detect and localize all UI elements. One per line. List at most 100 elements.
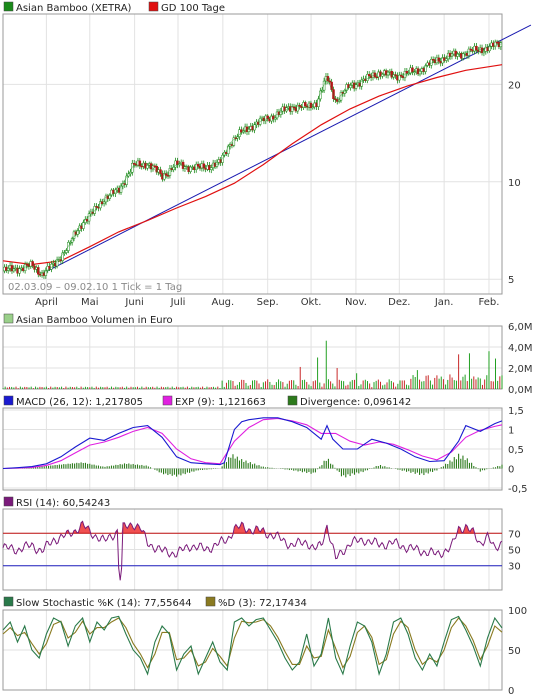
candle-body	[430, 59, 433, 66]
stoch-k-line	[2, 615, 503, 676]
volume-y-tick-label-0: 0,0M	[508, 385, 533, 396]
candle-body	[210, 167, 213, 170]
rsi-y-tick-label-1: 50	[508, 546, 521, 557]
exp-legend-swatch	[162, 395, 173, 406]
price-frame	[2, 13, 503, 295]
candle-body	[445, 58, 448, 61]
candle-body	[163, 173, 166, 180]
candle-body	[102, 201, 106, 204]
stoch-d-legend-swatch	[205, 596, 216, 607]
stochastic-y-tick-label-2: 100	[508, 606, 527, 617]
candle-body	[6, 268, 10, 271]
stochastic-frame	[2, 609, 503, 691]
price-panel: 5 10 20 April Mai Juni Juli Aug. Sep. Okt. Nov. Dez…	[2, 13, 532, 308]
candle-body	[367, 74, 371, 77]
candle-body	[238, 129, 241, 137]
candle-body	[65, 250, 68, 253]
x-tick-label-8: Dez.	[388, 297, 410, 308]
candle-body	[247, 129, 251, 132]
x-tick-label-4: Aug.	[211, 297, 234, 308]
candle-body	[461, 53, 465, 59]
candle-body	[424, 65, 427, 72]
rsi-y-tick-label-2: 70	[508, 529, 521, 540]
price-y-tick-label-2: 20	[508, 80, 521, 91]
x-tick-label-1: Mai	[81, 297, 99, 308]
candle-body	[375, 76, 378, 79]
macd-y-tick-label-0: -0,5	[508, 484, 528, 495]
candle-body	[480, 47, 484, 54]
x-tick-label-3: Juli	[170, 297, 186, 308]
candle-body	[482, 51, 486, 54]
candle-body	[129, 171, 132, 175]
candle-body	[469, 48, 473, 51]
candle-body	[360, 79, 363, 87]
stochastic-legend: Slow Stochastic %K (14): 77,55644 %D (3)…	[3, 596, 307, 609]
candle-body	[326, 76, 330, 82]
stochastic-panel: 0 50 100	[2, 606, 527, 697]
price-line	[2, 43, 503, 275]
rsi-frame	[2, 508, 503, 591]
candle-body	[273, 117, 277, 120]
candle-body	[155, 166, 158, 173]
candle-body	[296, 104, 300, 112]
volume-legend: Asian Bamboo Volumen in Euro	[3, 313, 173, 326]
candle-body	[146, 164, 149, 169]
candle-body	[82, 222, 85, 229]
macd-line	[2, 417, 503, 470]
candle-body	[304, 102, 307, 107]
rsi-line	[2, 520, 503, 581]
x-tick-label-2: Juni	[124, 297, 143, 308]
rsi-y-tick-label-0: 30	[508, 562, 521, 573]
candle-body	[337, 99, 341, 102]
candle-body	[311, 106, 315, 109]
sma-legend-swatch	[148, 1, 159, 12]
volume-y-tick-label-2: 4,0M	[508, 343, 533, 354]
x-tick-label-7: Nov.	[345, 297, 367, 308]
candle-body	[44, 270, 48, 276]
candle-body	[138, 160, 142, 167]
candle-body	[178, 163, 181, 165]
candle-body	[125, 175, 128, 185]
candle-body	[12, 268, 16, 272]
candle-body	[488, 46, 491, 52]
macd-signal-line	[2, 417, 503, 470]
macd-y-tick-label-4: 1,5	[508, 406, 524, 417]
candle-body	[319, 90, 322, 100]
volume-y-tick-label-1: 2,0M	[508, 364, 533, 375]
candle-body	[164, 173, 168, 176]
candle-body	[159, 169, 162, 174]
candle-body	[418, 71, 422, 75]
candle-body	[104, 195, 108, 203]
stoch-d-legend-label: %D (3): 72,17434	[218, 598, 307, 609]
macd-legend: MACD (26, 12): 1,217805 EXP (9): 1,12166…	[3, 395, 411, 408]
candle-body	[499, 42, 503, 48]
volume-frame	[2, 325, 503, 390]
volume-legend-swatch	[3, 313, 14, 324]
rsi-legend: RSI (14): 60,54243	[3, 496, 110, 509]
volume-bars	[2, 340, 503, 389]
macd-legend-label: MACD (26, 12): 1,217805	[16, 397, 143, 408]
stochastic-y-tick-label-0: 0	[508, 686, 514, 697]
candle-body	[202, 163, 206, 169]
candle-body	[93, 206, 96, 214]
candle-body	[343, 90, 347, 94]
x-tick-label-9: Jan.	[434, 297, 454, 308]
price-legend: Asian Bamboo (XETRA) GD 100 Tage	[3, 1, 225, 14]
rsi-overbought-fill	[3, 521, 502, 534]
candle-body	[61, 252, 64, 261]
candle-body	[493, 41, 497, 47]
candle-body	[379, 71, 382, 77]
candle-body	[298, 104, 301, 107]
candle-body	[232, 137, 236, 146]
stoch-k-legend-swatch	[3, 596, 14, 607]
sma-legend-label: GD 100 Tage	[161, 3, 225, 14]
x-tick-label-10: Feb.	[479, 297, 500, 308]
candle-body	[31, 261, 34, 267]
price-y-tick-label-1: 10	[508, 178, 521, 189]
volume-panel: 0,0M 2,0M 4,0M 6,0M	[2, 322, 533, 396]
trend-line	[41, 24, 532, 275]
macd-frame	[2, 407, 503, 491]
price-legend-swatch	[3, 1, 14, 12]
candle-body	[413, 71, 416, 73]
